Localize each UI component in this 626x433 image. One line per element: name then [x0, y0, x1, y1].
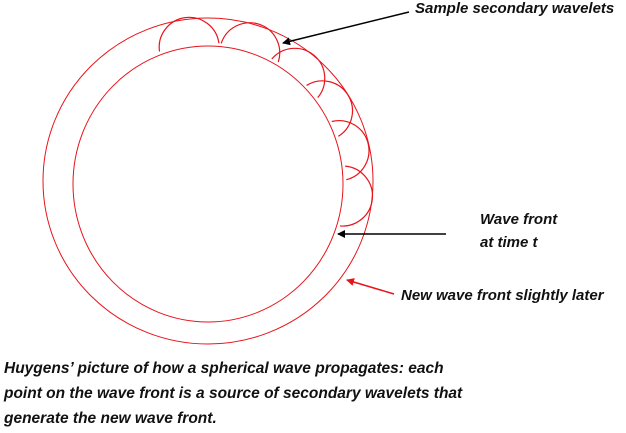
- caption-line-1: Huygens’ picture of how a spherical wave…: [4, 360, 444, 377]
- new-front-label: New wave front slightly later: [401, 287, 604, 304]
- wavelet-arc: [158, 16, 220, 52]
- wavelets-label: Sample secondary wavelets: [415, 0, 615, 17]
- new-front-arrow: [346, 278, 395, 295]
- wavelet-arc: [331, 120, 370, 181]
- caption-line-2: point on the wave front is a source of s…: [4, 385, 463, 402]
- wavelet-arc: [306, 80, 354, 137]
- wavelets-arrow: [282, 11, 410, 46]
- wavelet-arc: [339, 165, 373, 227]
- wave-front-circle: [72, 45, 344, 323]
- wavelet-arc: [271, 47, 326, 98]
- caption-line-3: generate the new wave front.: [4, 410, 217, 427]
- wave-front-time-label: at time t: [480, 234, 538, 251]
- new-wave-front-circle: [42, 17, 374, 345]
- secondary-wavelets: [158, 16, 373, 227]
- wave-front-label: Wave front: [480, 211, 558, 228]
- wavelet-arc: [220, 22, 281, 63]
